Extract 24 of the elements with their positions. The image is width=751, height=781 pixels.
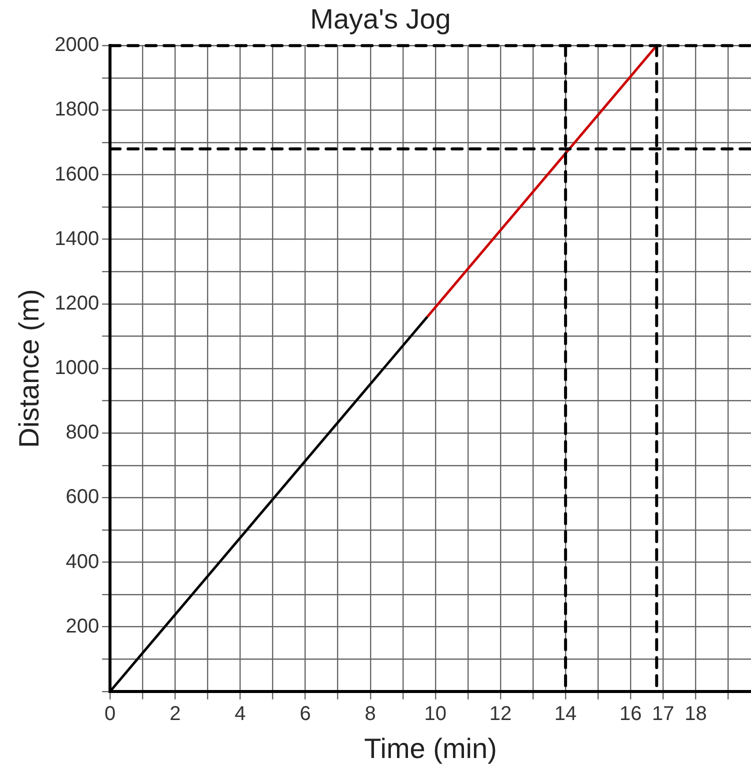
y-axis-title: Distance (m) <box>14 289 45 448</box>
y-tick-label: 1000 <box>54 357 100 380</box>
chart-title: Maya's Jog <box>310 4 451 35</box>
y-tick-label: 1200 <box>54 292 100 314</box>
x-tick-label: 18 <box>684 702 707 725</box>
x-tick-label: 17 <box>652 702 674 725</box>
y-tick-label: 400 <box>66 550 100 573</box>
x-tick-label: 14 <box>554 702 577 725</box>
x-tick-label: 0 <box>104 702 116 725</box>
x-tick-label: 4 <box>234 702 246 725</box>
y-tick-label: 800 <box>66 422 100 444</box>
x-tick-label: 10 <box>424 702 447 725</box>
y-tick-label: 200 <box>66 615 100 638</box>
x-tick-label: 2 <box>170 702 181 725</box>
y-tick-label: 1800 <box>54 98 100 121</box>
x-tick-label: 8 <box>364 702 376 725</box>
y-tick-label: 600 <box>66 486 100 508</box>
x-tick-label: 12 <box>489 702 512 725</box>
x-tick-label: 16 <box>620 702 642 725</box>
y-tick-label: 1400 <box>54 228 100 250</box>
x-axis-title: Time (min) <box>364 732 497 764</box>
y-tick-label: 2000 <box>54 34 100 56</box>
x-tick-label: 6 <box>300 702 311 725</box>
y-tick-label: 1600 <box>54 163 100 186</box>
